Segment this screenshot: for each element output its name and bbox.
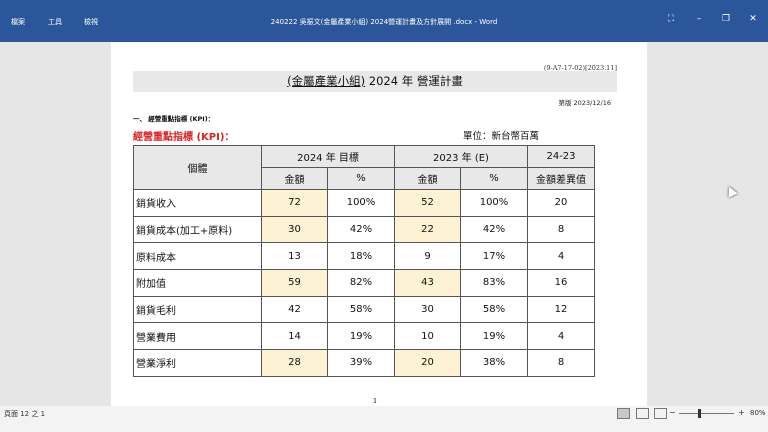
header-2023: 2023 年 (E) [394, 145, 528, 168]
cell-amount-diff: 20 [527, 189, 595, 217]
zoom-level[interactable]: 80% [750, 409, 766, 417]
document-canvas[interactable]: (9-A7-17-02)[2023.11] (金屬產業小組) 2024 年 營運… [0, 42, 768, 410]
cell-amount-2023: 10 [394, 322, 461, 351]
minimize-icon[interactable]: – [696, 14, 702, 24]
cell-amount-2024: 72 [261, 189, 328, 217]
kpi-heading: 經營重點指標 (KPI)： [133, 132, 235, 143]
header-2024: 2024 年 目標 [261, 145, 395, 168]
cell-pct-2023: 58% [460, 295, 528, 324]
subheader-pct-2023: % [460, 167, 528, 190]
cell-pct-2023: 83% [460, 269, 528, 297]
table-row: 銷貨成本(加工+原料) 30 42% 22 42% 8 [133, 215, 595, 244]
cell-pct-2024: 82% [327, 269, 395, 297]
cell-pct-2024: 39% [327, 349, 395, 377]
cell-amount-diff: 4 [527, 322, 595, 351]
cell-amount-2023: 20 [394, 349, 461, 377]
cell-amount-2024: 59 [261, 269, 328, 297]
cell-amount-diff: 8 [527, 349, 595, 377]
table-row: 營業淨利 28 39% 20 38% 8 [133, 349, 595, 377]
edition-date: 第版 2023/12/16 [558, 99, 611, 107]
page-info[interactable]: 頁面 12 之 1 [4, 410, 46, 418]
cell-amount-diff: 8 [527, 215, 595, 244]
table-row: 營業費用 14 19% 10 19% 4 [133, 322, 595, 351]
web-layout-icon[interactable] [654, 408, 667, 419]
subheader-amount-2023: 金額 [394, 167, 461, 190]
unit-label: 單位：新台幣百萬 [463, 131, 540, 142]
close-icon[interactable]: ✕ [749, 14, 757, 24]
document-code: (9-A7-17-02)[2023.11] [543, 64, 617, 72]
cell-amount-2024: 30 [261, 215, 328, 244]
cell-pct-2023: 17% [460, 242, 528, 271]
cell-row-name: 營業費用 [133, 322, 262, 351]
menu-file[interactable]: 檔案 [11, 18, 25, 26]
print-layout-icon[interactable] [636, 408, 649, 419]
status-bar: 頁面 12 之 1 − + 80% [0, 406, 768, 432]
header-entity: 個體 [133, 145, 262, 190]
cell-amount-diff: 16 [527, 269, 595, 297]
cell-amount-2023: 52 [394, 189, 461, 217]
table-row: 附加值 59 82% 43 83% 16 [133, 269, 595, 297]
subheader-diff: 金額差異值 [527, 167, 595, 190]
cell-row-name: 銷貨毛利 [133, 295, 262, 324]
zoom-in-button[interactable]: + [738, 408, 745, 417]
cell-pct-2023: 19% [460, 322, 528, 351]
cell-amount-2024: 28 [261, 349, 328, 377]
cell-amount-2024: 14 [261, 322, 328, 351]
restore-icon[interactable]: ❐ [721, 14, 731, 24]
page-number: 1 [373, 397, 378, 405]
window-title: 240222 吳振文(金屬產業小組) 2024營運計畫及方針展開 .docx -… [270, 18, 498, 26]
cell-row-name: 銷貨成本(加工+原料) [133, 215, 262, 244]
cell-amount-2023: 30 [394, 295, 461, 324]
cell-pct-2023: 42% [460, 215, 528, 244]
cell-pct-2024: 58% [327, 295, 395, 324]
table-row: 銷貨毛利 42 58% 30 58% 12 [133, 295, 595, 324]
kpi-table: 個體 2024 年 目標 2023 年 (E) 24-23 金額 % 金額 % … [133, 145, 595, 377]
cell-pct-2024: 42% [327, 215, 395, 244]
cell-pct-2024: 19% [327, 322, 395, 351]
read-mode-icon[interactable] [617, 408, 630, 419]
cell-amount-2023: 22 [394, 215, 461, 244]
cell-amount-2023: 9 [394, 242, 461, 271]
title-rest: 2024 年 營運計畫 [368, 74, 463, 88]
subheader-pct-2024: % [327, 167, 395, 190]
cell-amount-diff: 4 [527, 242, 595, 271]
cell-amount-2024: 13 [261, 242, 328, 271]
cell-pct-2023: 38% [460, 349, 528, 377]
cell-row-name: 原料成本 [133, 242, 262, 271]
cell-amount-2024: 42 [261, 295, 328, 324]
menu-view[interactable]: 檢視 [84, 18, 98, 26]
header-diff: 24-23 [527, 145, 595, 168]
cell-pct-2024: 100% [327, 189, 395, 217]
section-heading: 一、 經營重點指標 (KPI)： [133, 115, 215, 123]
subheader-amount-2024: 金額 [261, 167, 328, 190]
zoom-slider[interactable] [679, 413, 734, 414]
title-group: (金屬產業小組) [287, 74, 366, 88]
cell-row-name: 附加值 [133, 269, 262, 297]
menu-tools[interactable]: 工具 [48, 18, 62, 26]
cell-amount-diff: 12 [527, 295, 595, 324]
zoom-out-button[interactable]: − [669, 408, 676, 417]
cell-amount-2023: 43 [394, 269, 461, 297]
cell-pct-2023: 100% [460, 189, 528, 217]
cell-pct-2024: 18% [327, 242, 395, 271]
table-row: 銷貨收入 72 100% 52 100% 20 [133, 189, 595, 217]
cell-row-name: 營業淨利 [133, 349, 262, 377]
cell-row-name: 銷貨收入 [133, 189, 262, 217]
zoom-slider-thumb[interactable] [698, 409, 701, 418]
title-bar: 檔案 工具 檢視 240222 吳振文(金屬產業小組) 2024營運計畫及方針展… [0, 0, 768, 42]
fit-icon[interactable]: ⛶ [667, 14, 675, 24]
table-row: 原料成本 13 18% 9 17% 4 [133, 242, 595, 271]
document-title: (金屬產業小組) 2024 年 營運計畫 [133, 71, 617, 92]
document-page[interactable]: (9-A7-17-02)[2023.11] (金屬產業小組) 2024 年 營運… [111, 42, 647, 410]
